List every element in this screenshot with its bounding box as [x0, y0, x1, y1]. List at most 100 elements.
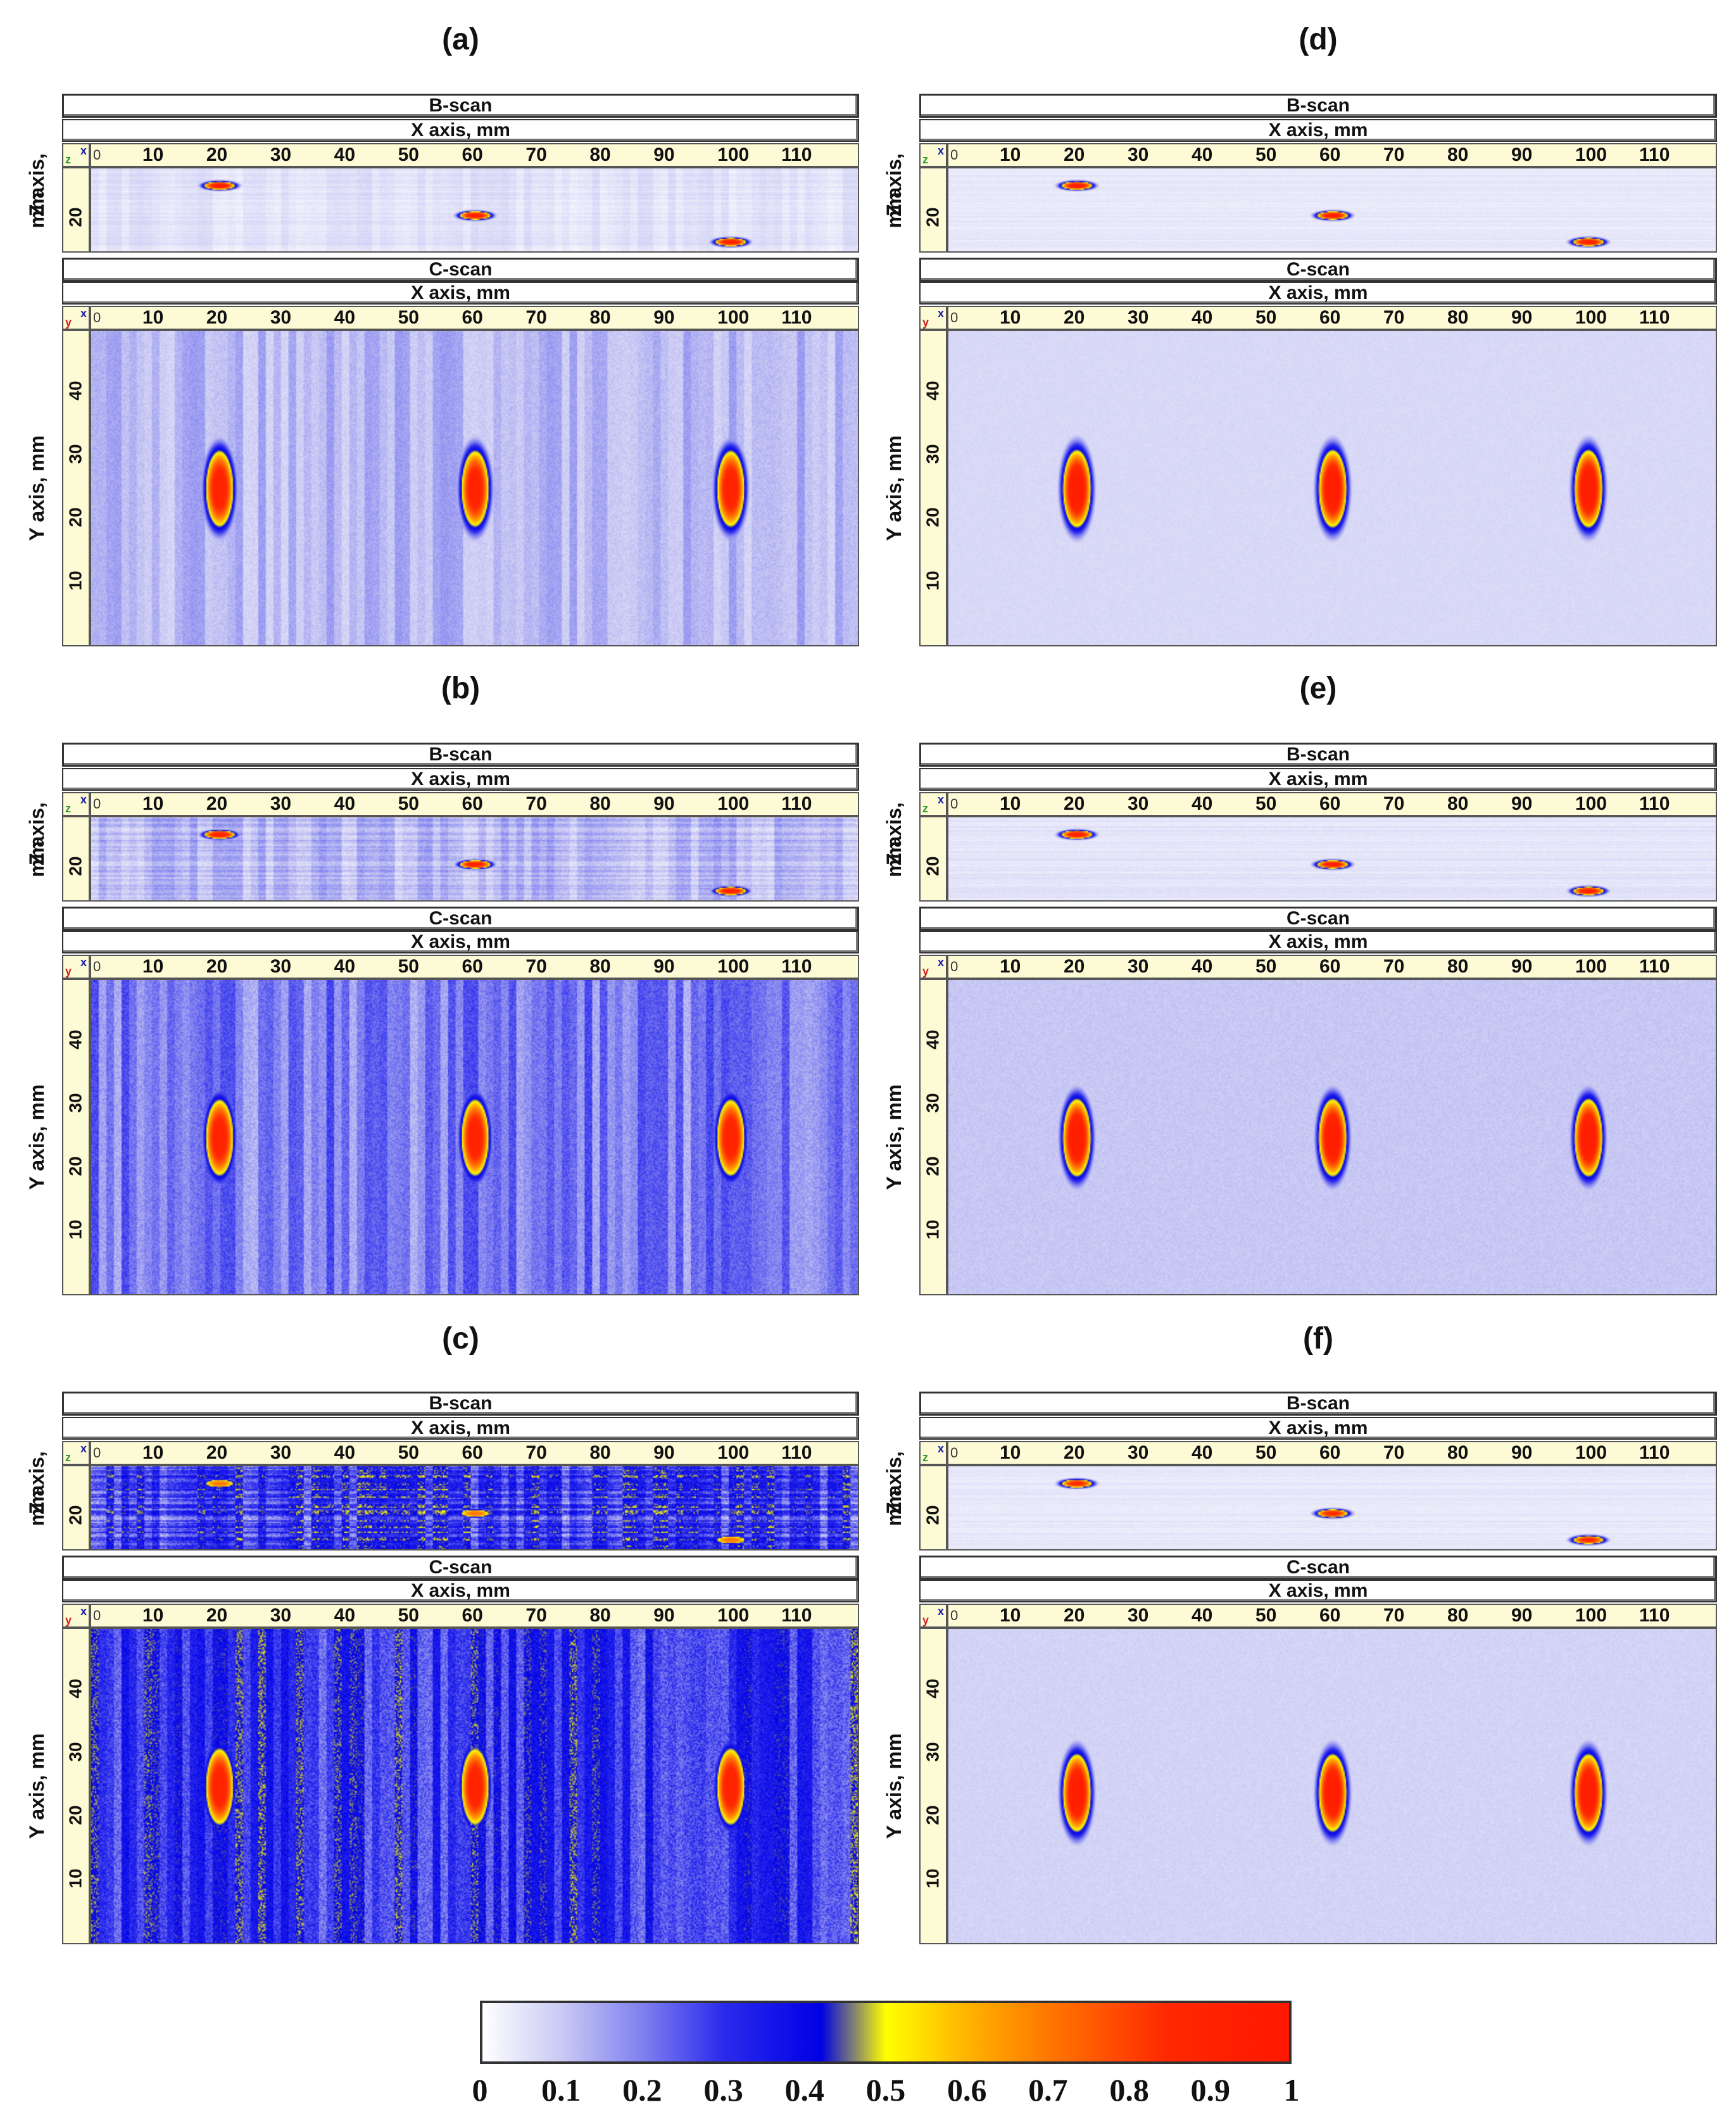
- panel-c-cscan-y-tick-text: 10: [66, 1868, 85, 1889]
- panel-e-bscan-x-tick-label: 90: [1511, 793, 1533, 814]
- panel-b-cscan-y-axis: 10 20 30 40: [62, 979, 90, 1295]
- panel-b-cscan-x-tick-label: 0: [93, 959, 101, 974]
- panel-a-cscan-defect-1: [219, 488, 220, 489]
- panel-b-y-axis-title: Y axis, mm: [25, 1084, 48, 1190]
- panel-c-cscan-x-tick-label: 40: [334, 1605, 356, 1626]
- panel-b-cscan-y-tick-text: 20: [66, 1156, 85, 1176]
- panel-b-bscan-corner-x-label: x: [80, 793, 87, 806]
- panel-c-cscan-heatmap: [91, 1629, 858, 1943]
- panel-b-bscan-corner-z-label: z: [65, 802, 71, 815]
- panel-b-cscan-x-tick-label: 60: [462, 956, 483, 977]
- panel-d-bscan-x-tick-label: 20: [1064, 144, 1085, 165]
- panel-a-bscan-x-tick-label: 10: [142, 144, 164, 165]
- panel-a-bscan-z-axis: 20: [62, 167, 90, 253]
- panel-f-bscan-x-tick-label: 60: [1319, 1442, 1341, 1463]
- panel-c-cscan-y-axis: 10 20 30 40: [62, 1628, 90, 1944]
- panel-d-cscan-x-tick-label: 0: [950, 310, 959, 325]
- panel-b-cscan-heatmap: [91, 980, 858, 1294]
- panel-f-cscan-x-tick-label: 40: [1192, 1605, 1213, 1626]
- panel-f-cscan-x-tick-label: 90: [1511, 1605, 1533, 1626]
- panel-f-y-axis-title: Y axis, mm: [883, 1733, 905, 1839]
- panel-e-bscan-x-tick-label: 60: [1319, 793, 1341, 814]
- panel-a-cscan-y-tick-label: 10: [63, 570, 89, 591]
- panel-a-cscan-y-tick-label: 20: [63, 507, 89, 527]
- panel-e-bscan-heatmap: [948, 817, 1716, 900]
- panel-b-bscan-x-tick-label: 70: [525, 793, 547, 814]
- panel-e-cscan-x-tick-label: 50: [1255, 956, 1277, 977]
- panel-a-cscan-defect-3: [730, 488, 731, 489]
- panel-f-cscan-x-tick-label: 80: [1447, 1605, 1469, 1626]
- panel-e-bscan-x-tick-label: 30: [1128, 793, 1149, 814]
- panel-f-bscan-x-tick-label: 110: [1639, 1442, 1670, 1463]
- panel-c-cscan-y-tick-text: 20: [66, 1805, 85, 1825]
- panel-b-bscan-defect-3: [730, 890, 731, 891]
- panel-f-cscan-y-tick-label: 20: [921, 1805, 946, 1825]
- panel-b-cscan-x-tick-label: 80: [589, 956, 611, 977]
- colorbar: [480, 2001, 1292, 2064]
- panel-d-bscan-x-tick-label: 80: [1447, 144, 1469, 165]
- panel-a-cscan-y-tick-label: 30: [63, 444, 89, 464]
- panel-f-cscan-x-tick-bar: 0 10 20 30 40 50 60 70 80 90 100 110: [947, 1604, 1717, 1628]
- panel-d-bscan-heatmap: [948, 168, 1716, 251]
- panel-c-bscan-x-axis-label: X axis, mm: [62, 1417, 859, 1440]
- panel-e-cscan-x-tick-bar: 0 10 20 30 40 50 60 70 80 90 100 110: [947, 955, 1717, 979]
- panel-f-bscan-x-tick-label: 100: [1575, 1442, 1607, 1463]
- panel-c-bscan-z-axis: 20: [62, 1465, 90, 1550]
- panel-d-bscan-z-axis: 20: [919, 167, 947, 253]
- panel-f-cscan-defect-1: [1076, 1792, 1077, 1793]
- panel-d-cscan-x-tick-label: 50: [1255, 307, 1277, 328]
- panel-a-cscan-plot: [90, 330, 859, 646]
- panel-b-z-axis-title-line2: mm: [25, 841, 48, 877]
- panel-e-cscan-x-tick-label: 110: [1639, 956, 1670, 977]
- panel-e-cscan-y-tick-text: 20: [923, 1156, 943, 1176]
- panel-d-cscan-x-tick-label: 100: [1575, 307, 1607, 328]
- panel-a-cscan-y-axis: 10 20 30 40: [62, 330, 90, 646]
- panel-c-cscan-y-tick-label: 40: [63, 1678, 89, 1699]
- panel-b-bscan-x-tick-bar: 0 10 20 30 40 50 60 70 80 90 100 110: [90, 792, 859, 816]
- panel-d-y-axis-title: Y axis, mm: [883, 435, 905, 541]
- panel-a-bscan-x-tick-label: 100: [717, 144, 750, 165]
- panel-b-cscan-x-tick-label: 110: [781, 956, 812, 977]
- panel-c-cscan-defect-3: [730, 1786, 731, 1787]
- panel-c-cscan-title: C-scan: [62, 1556, 859, 1580]
- panel-f-bscan-x-tick-label: 50: [1255, 1442, 1277, 1463]
- panel-c-bscan-x-tick-label: 80: [589, 1442, 611, 1463]
- panel-d-cscan-y-tick-text: 10: [923, 570, 943, 591]
- panel-a-bscan-x-tick-label: 80: [589, 144, 611, 165]
- panel-a-bscan-x-tick-bar: 0 10 20 30 40 50 60 70 80 90 100 110: [90, 143, 859, 167]
- panel-b-bscan-x-tick-label: 20: [206, 793, 228, 814]
- panel-c-cscan-x-axis-label: X axis, mm: [62, 1580, 859, 1602]
- panel-b-bscan-x-axis-label: X axis, mm: [62, 768, 859, 791]
- panel-d-cscan-x-tick-bar: 0 10 20 30 40 50 60 70 80 90 100 110: [947, 306, 1717, 330]
- panel-e-cscan-heatmap: [948, 980, 1716, 1294]
- panel-f-cscan-title: C-scan: [919, 1556, 1717, 1580]
- panel-b-cscan-x-tick-label: 40: [334, 956, 356, 977]
- panel-d-bscan-defect-1: [1076, 185, 1077, 186]
- panel-e-cscan-x-tick-label: 70: [1383, 956, 1405, 977]
- panel-c-cscan-x-tick-label: 70: [525, 1605, 547, 1626]
- panel-a-label: (a): [442, 23, 479, 56]
- panel-f-cscan-x-tick-label: 50: [1255, 1605, 1277, 1626]
- panel-a-bscan-x-tick-label: 30: [270, 144, 292, 165]
- panel-b-cscan-y-tick-text: 40: [66, 1029, 85, 1050]
- panel-b-bscan-heatmap: [91, 817, 858, 900]
- panel-b-bscan-x-tick-label: 60: [462, 793, 483, 814]
- panel-c-bscan-title: B-scan: [62, 1392, 859, 1416]
- panel-a-bscan-z-tick-text: 20: [66, 207, 85, 227]
- panel-e-cscan-x-axis-label: X axis, mm: [919, 931, 1717, 953]
- panel-c-bscan-defect-3: [730, 1539, 731, 1540]
- panel-d-cscan-corner-x-label: x: [937, 307, 944, 320]
- panel-f-cscan-plot: [947, 1628, 1717, 1944]
- panel-d-bscan-title: B-scan: [919, 94, 1717, 118]
- colorbar-tick-label: 0.8: [1109, 2072, 1149, 2108]
- panel-a-cscan-x-tick-label: 60: [462, 307, 483, 328]
- panel-a-cscan-x-tick-label: 80: [589, 307, 611, 328]
- panel-c-cscan-defect-1: [219, 1786, 220, 1787]
- panel-d-cscan-heatmap: [948, 331, 1716, 645]
- panel-d-cscan-y-tick-label: 10: [921, 570, 946, 591]
- panel-c-bscan-x-tick-label: 10: [142, 1442, 164, 1463]
- panel-e-cscan-y-tick-text: 40: [923, 1029, 943, 1050]
